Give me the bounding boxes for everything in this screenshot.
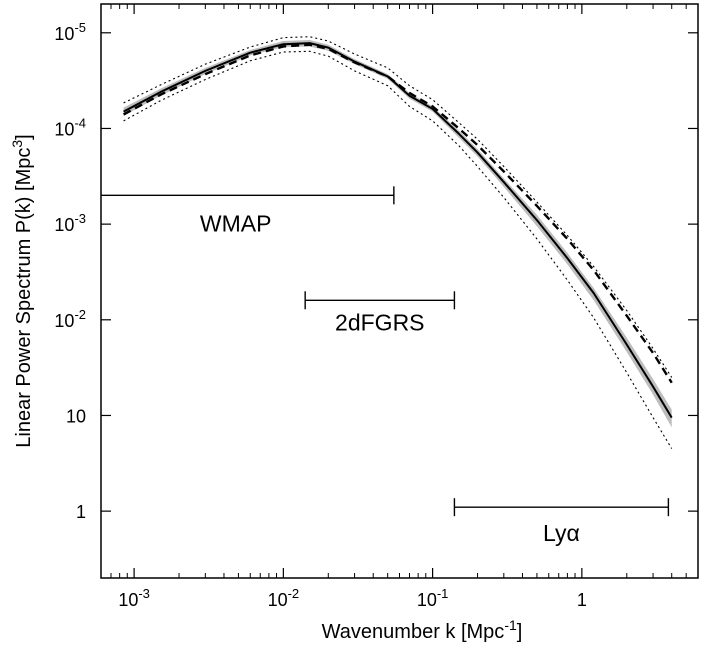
y-tick-label-4: 10-4	[54, 115, 86, 139]
series-4-dotted-line	[123, 50, 673, 449]
series-2-dashed-line	[123, 43, 673, 384]
y-tick-label-5: 10-5	[54, 20, 86, 44]
y-tick-label-1: 10	[66, 406, 86, 426]
range-lya-label: Lyα	[543, 520, 580, 546]
range-wmap-label: WMAP	[200, 210, 272, 236]
tick-layer: 10-3 10-2 10-1 1 1 10 10-2 10-3 10-4 10-5	[54, 4, 699, 610]
range-wmap: WMAP	[101, 186, 395, 236]
x-tick-label-0: 10-3	[118, 586, 150, 610]
y-tick-label-2: 10-2	[54, 307, 86, 331]
series-0-solid-line	[123, 42, 673, 419]
plot-frame	[100, 3, 699, 579]
x-tick-label-3: 1	[577, 590, 587, 610]
x-tick-label-2: 10-1	[417, 586, 449, 610]
y-tick-label-3: 10-3	[54, 211, 86, 235]
x-tick-label-1: 10-2	[268, 586, 300, 610]
range-2dfgrs: 2dFGRS	[304, 291, 456, 335]
annotation-layer: WMAP 2dFGRS Lyα	[101, 186, 670, 546]
series-3-dotted-line	[123, 36, 673, 378]
range-lya: Lyα	[453, 498, 670, 546]
y-axis-title: Linear Power Spectrum P(k) [Mpc3]	[9, 134, 35, 447]
range-2dfgrs-label: 2dFGRS	[335, 309, 424, 335]
series-layer	[123, 36, 673, 449]
x-axis-title: Wavenumber k [Mpc-1]	[322, 617, 523, 643]
y-tick-label-0: 1	[76, 502, 86, 522]
